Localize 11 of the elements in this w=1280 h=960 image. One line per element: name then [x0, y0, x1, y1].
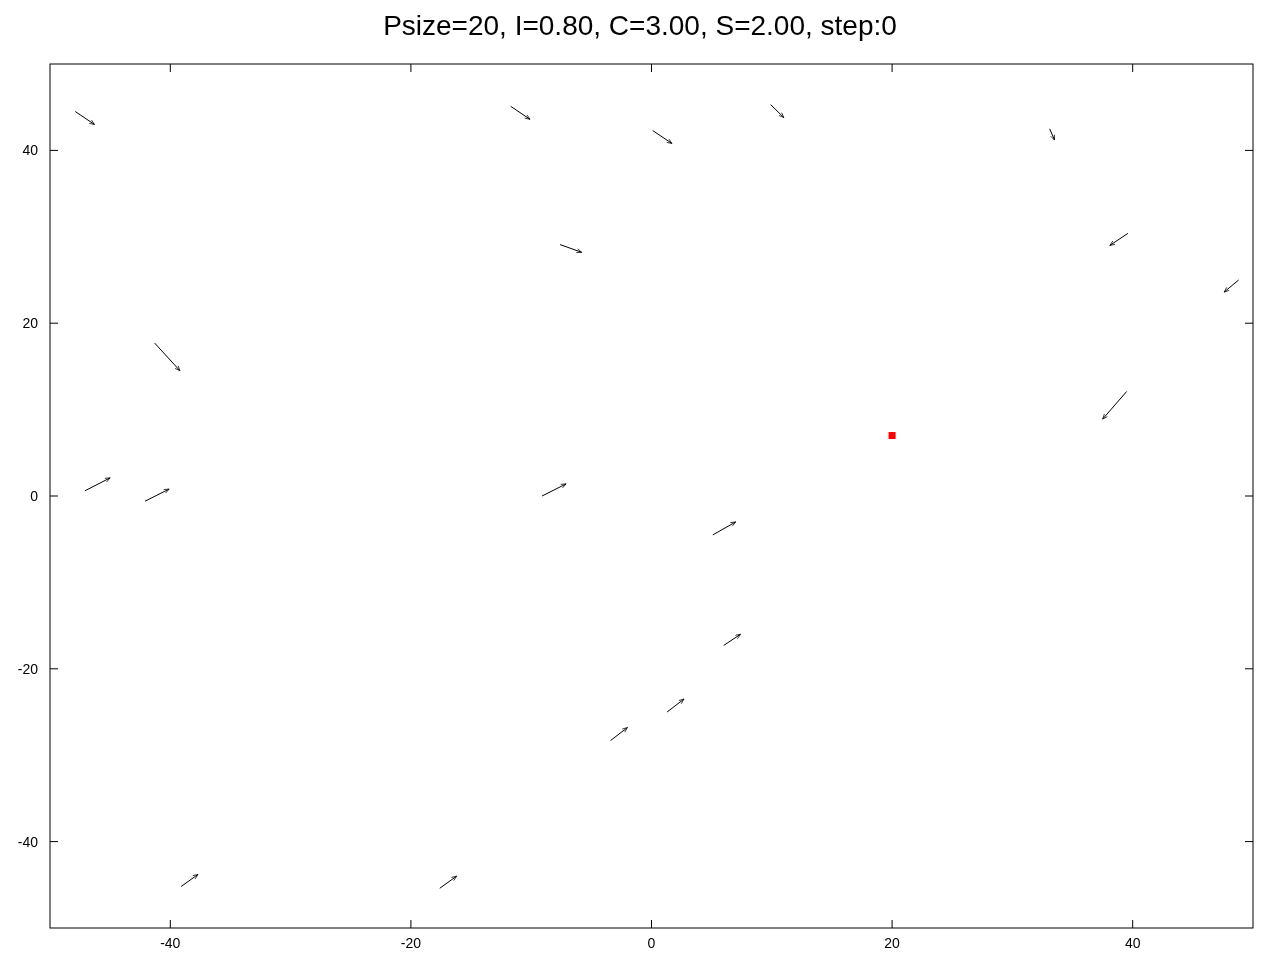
y-tick-label: 20: [22, 315, 39, 332]
x-tick-label: -20: [400, 935, 422, 951]
y-tick-label: 0: [30, 488, 39, 504]
y-tick-label: -40: [17, 833, 39, 850]
x-tick-label: 40: [1124, 935, 1141, 951]
x-tick-label: 0: [647, 935, 656, 951]
y-tick-label: -20: [17, 660, 39, 677]
x-tick-label: 20: [884, 935, 901, 951]
y-tick-label: 40: [22, 142, 39, 159]
x-tick-label: -40: [160, 935, 181, 951]
chart-title: Psize=20, I=0.80, C=3.00, S=2.00, step:0: [383, 10, 897, 41]
